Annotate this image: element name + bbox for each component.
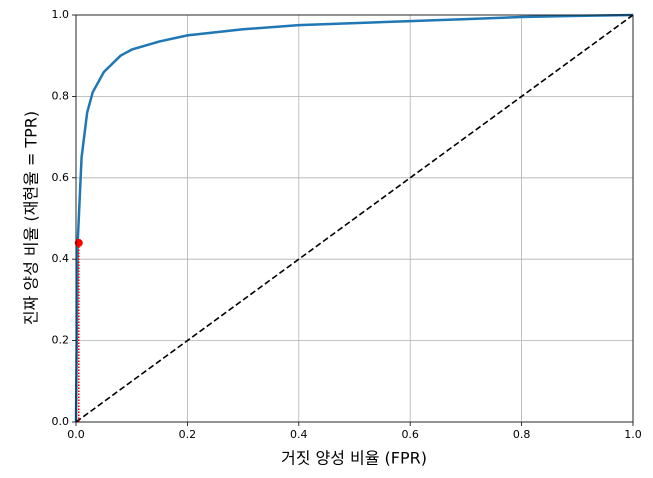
x-tick-label: 0.4 [290, 428, 308, 441]
x-axis-label: 거짓 양성 비율 (FPR) [281, 449, 427, 468]
x-tick-label: 0.8 [513, 428, 531, 441]
y-axis-label: 진짜 양성 비율 (재현율 = TPR) [22, 111, 41, 325]
y-tick-label: 0.0 [52, 415, 70, 428]
x-tick-label: 1.0 [624, 428, 642, 441]
line-series [74, 13, 634, 423]
y-tick-label: 0.6 [52, 171, 70, 184]
point [74, 238, 83, 247]
y-tick-label: 0.4 [52, 252, 70, 265]
y-tick-label: 1.0 [52, 8, 70, 21]
x-tick-label: 0.0 [67, 428, 85, 441]
axes-frame [75, 14, 634, 423]
y-tick-label: 0.2 [52, 334, 70, 347]
y-tick-label: 0.8 [52, 89, 70, 102]
x-tick-label: 0.2 [179, 428, 197, 441]
x-tick-label: 0.6 [401, 428, 419, 441]
line-series [75, 14, 634, 423]
